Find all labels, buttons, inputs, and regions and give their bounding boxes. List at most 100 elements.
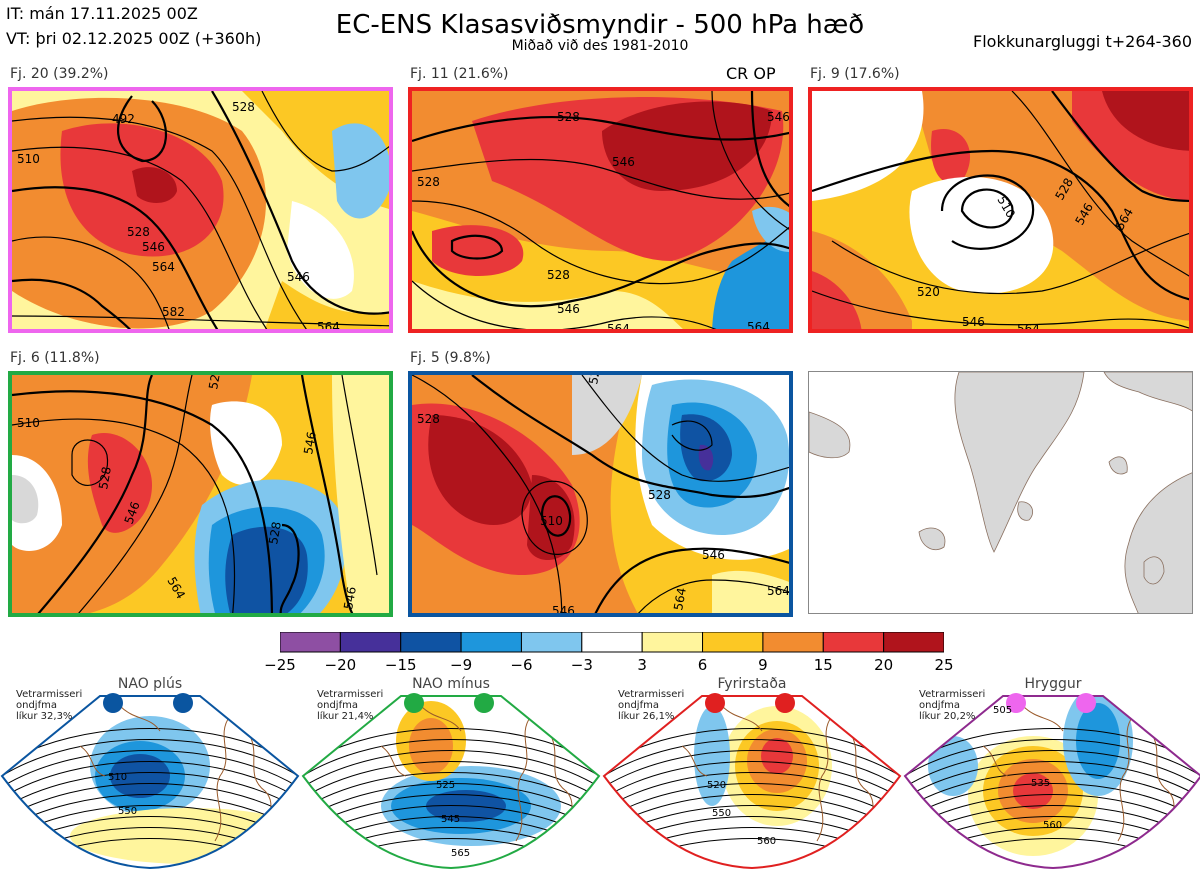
contour-label: 510 (17, 152, 40, 166)
colorbar-swatch (641, 632, 704, 653)
colorbar-tick-label: 15 (813, 656, 833, 674)
contour-label: 546 (557, 302, 580, 316)
panel-2-tag: CR OP (726, 64, 776, 83)
height-contour (303, 750, 599, 789)
coastline (79, 705, 276, 847)
colorbar (280, 632, 944, 653)
contour-label: 564 (317, 320, 340, 333)
regime-contour-label: 560 (1043, 820, 1062, 831)
colorbar-swatch (822, 632, 885, 653)
contour-label: 564 (747, 320, 770, 333)
height-contour (604, 761, 900, 800)
regime-probability: Vetrarmisseri ondjfma líkur 26,1% (618, 689, 685, 722)
contour-label: 546 (962, 315, 985, 329)
colorbar-tick-label: −20 (324, 656, 357, 674)
height-contour (303, 783, 599, 822)
colorbar-swatch (883, 632, 944, 653)
anomaly-patch (110, 754, 170, 798)
colorbar-tick-label: 20 (874, 656, 894, 674)
colorbar-tick-label: −9 (450, 656, 473, 674)
colorbar-swatch (280, 632, 341, 653)
coastline (380, 705, 577, 847)
colorbar-tick-label: 25 (934, 656, 954, 674)
regime-marker-dot (705, 693, 725, 713)
colorbar-swatch (702, 632, 764, 653)
regime-contour-label: 525 (436, 780, 455, 791)
colorbar-tick-label: −3 (570, 656, 593, 674)
page-title: EC-ENS Klasasviðsmyndir - 500 hPa hæð (335, 10, 865, 40)
contour-label: 492 (112, 112, 135, 126)
regime-name: Hryggur (1024, 676, 1082, 692)
contour-label: 564 (607, 322, 630, 333)
colorbar-swatch (762, 632, 824, 653)
height-contour (905, 783, 1200, 822)
regime-marker-dot (1076, 693, 1096, 713)
init-time: IT: mán 17.11.2025 00Z (6, 4, 198, 23)
contour-label: 528 (586, 375, 604, 386)
regime-contour-label: 510 (108, 772, 127, 783)
height-contour (905, 750, 1200, 789)
regime-probability: Vetrarmisseri ondjfma líkur 32,3% (16, 689, 83, 722)
contour-label: 528 (96, 466, 114, 491)
height-contour (2, 739, 298, 778)
regime-marker-dot (103, 693, 123, 713)
contour-label: 510 (540, 514, 563, 528)
panel-1-label: Fj. 20 (39.2%) (10, 66, 109, 82)
regime-probability: Vetrarmisseri ondjfma líkur 20,2% (919, 689, 986, 722)
colorbar-tick-label: −25 (264, 656, 296, 674)
colorbar-tick-label: 6 (697, 656, 708, 674)
regime-name: NAO plús (117, 676, 183, 692)
regime-contour-label: 550 (118, 806, 137, 817)
contour-label: 528 (206, 375, 224, 391)
classification-window: Flokkunargluggi t+264-360 (973, 32, 1192, 51)
regime-map: 510 550 (0, 693, 300, 870)
colorbar-swatch (581, 632, 643, 653)
regime-name: NAO mínus (412, 676, 490, 692)
height-contour (2, 772, 298, 811)
valid-time: VT: þri 02.12.2025 00Z (+360h) (6, 29, 262, 48)
base-map (808, 371, 1193, 614)
height-contour (2, 761, 298, 800)
anomaly-patch (70, 808, 298, 864)
panel-4-label: Fj. 6 (11.8%) (10, 350, 100, 366)
regime-contour-label: 560 (757, 836, 776, 847)
cluster-map-1: 492 510 528 528 546 564 582 546 564 (8, 87, 393, 333)
contour-label: 546 (767, 110, 790, 124)
anomaly-patch (409, 718, 453, 774)
height-contour (905, 739, 1200, 778)
height-contour (303, 761, 599, 800)
contour-label: 546 (612, 155, 635, 169)
colorbar-tick-label: 3 (637, 656, 647, 674)
colorbar-swatch (520, 632, 583, 653)
panel-2-label: Fj. 11 (21.6%) (410, 66, 509, 82)
colorbar-swatch (400, 632, 462, 653)
regime-panel: 510 550 NAO plús Vetrarmisseri ondjfma líkur … (0, 676, 300, 871)
cluster-map-5: 528 528 510 528 546 564 546 564 (408, 371, 793, 617)
regime-outline (602, 695, 902, 870)
regime-contour-label: 505 (993, 705, 1012, 716)
height-contour (604, 783, 900, 822)
anomaly-patch (1076, 703, 1120, 779)
contour-label: 546 (287, 270, 310, 284)
contour-label: 528 (417, 412, 440, 426)
contour-label: 546 (702, 548, 725, 562)
panel-3-label: Fj. 9 (17.6%) (810, 66, 900, 82)
regime-name: Fyrirstaða (717, 676, 787, 692)
contour-label: 528 (266, 521, 284, 546)
contour-label: 520 (917, 285, 940, 299)
colorbar-tick-label: −6 (510, 656, 533, 674)
height-contour (604, 772, 900, 811)
colorbar-swatch (460, 632, 522, 653)
contour-label: 528 (127, 225, 150, 239)
height-contour (303, 772, 599, 811)
regime-panel: 505 535 560 Hryggur Vetrarmisseri ondjfma líku… (903, 676, 1200, 871)
cluster-map-2: 528 528 546 528 546 564 564 546 (408, 87, 793, 333)
contour-label: 546 (301, 431, 319, 456)
regime-contour-label: 565 (451, 848, 470, 859)
regime-outline (903, 695, 1200, 870)
colorbar-swatch (339, 632, 402, 653)
contour-label: 546 (341, 586, 359, 611)
contour-label: 528 (417, 175, 440, 189)
height-contour (604, 739, 900, 778)
regime-marker-dot (404, 693, 424, 713)
